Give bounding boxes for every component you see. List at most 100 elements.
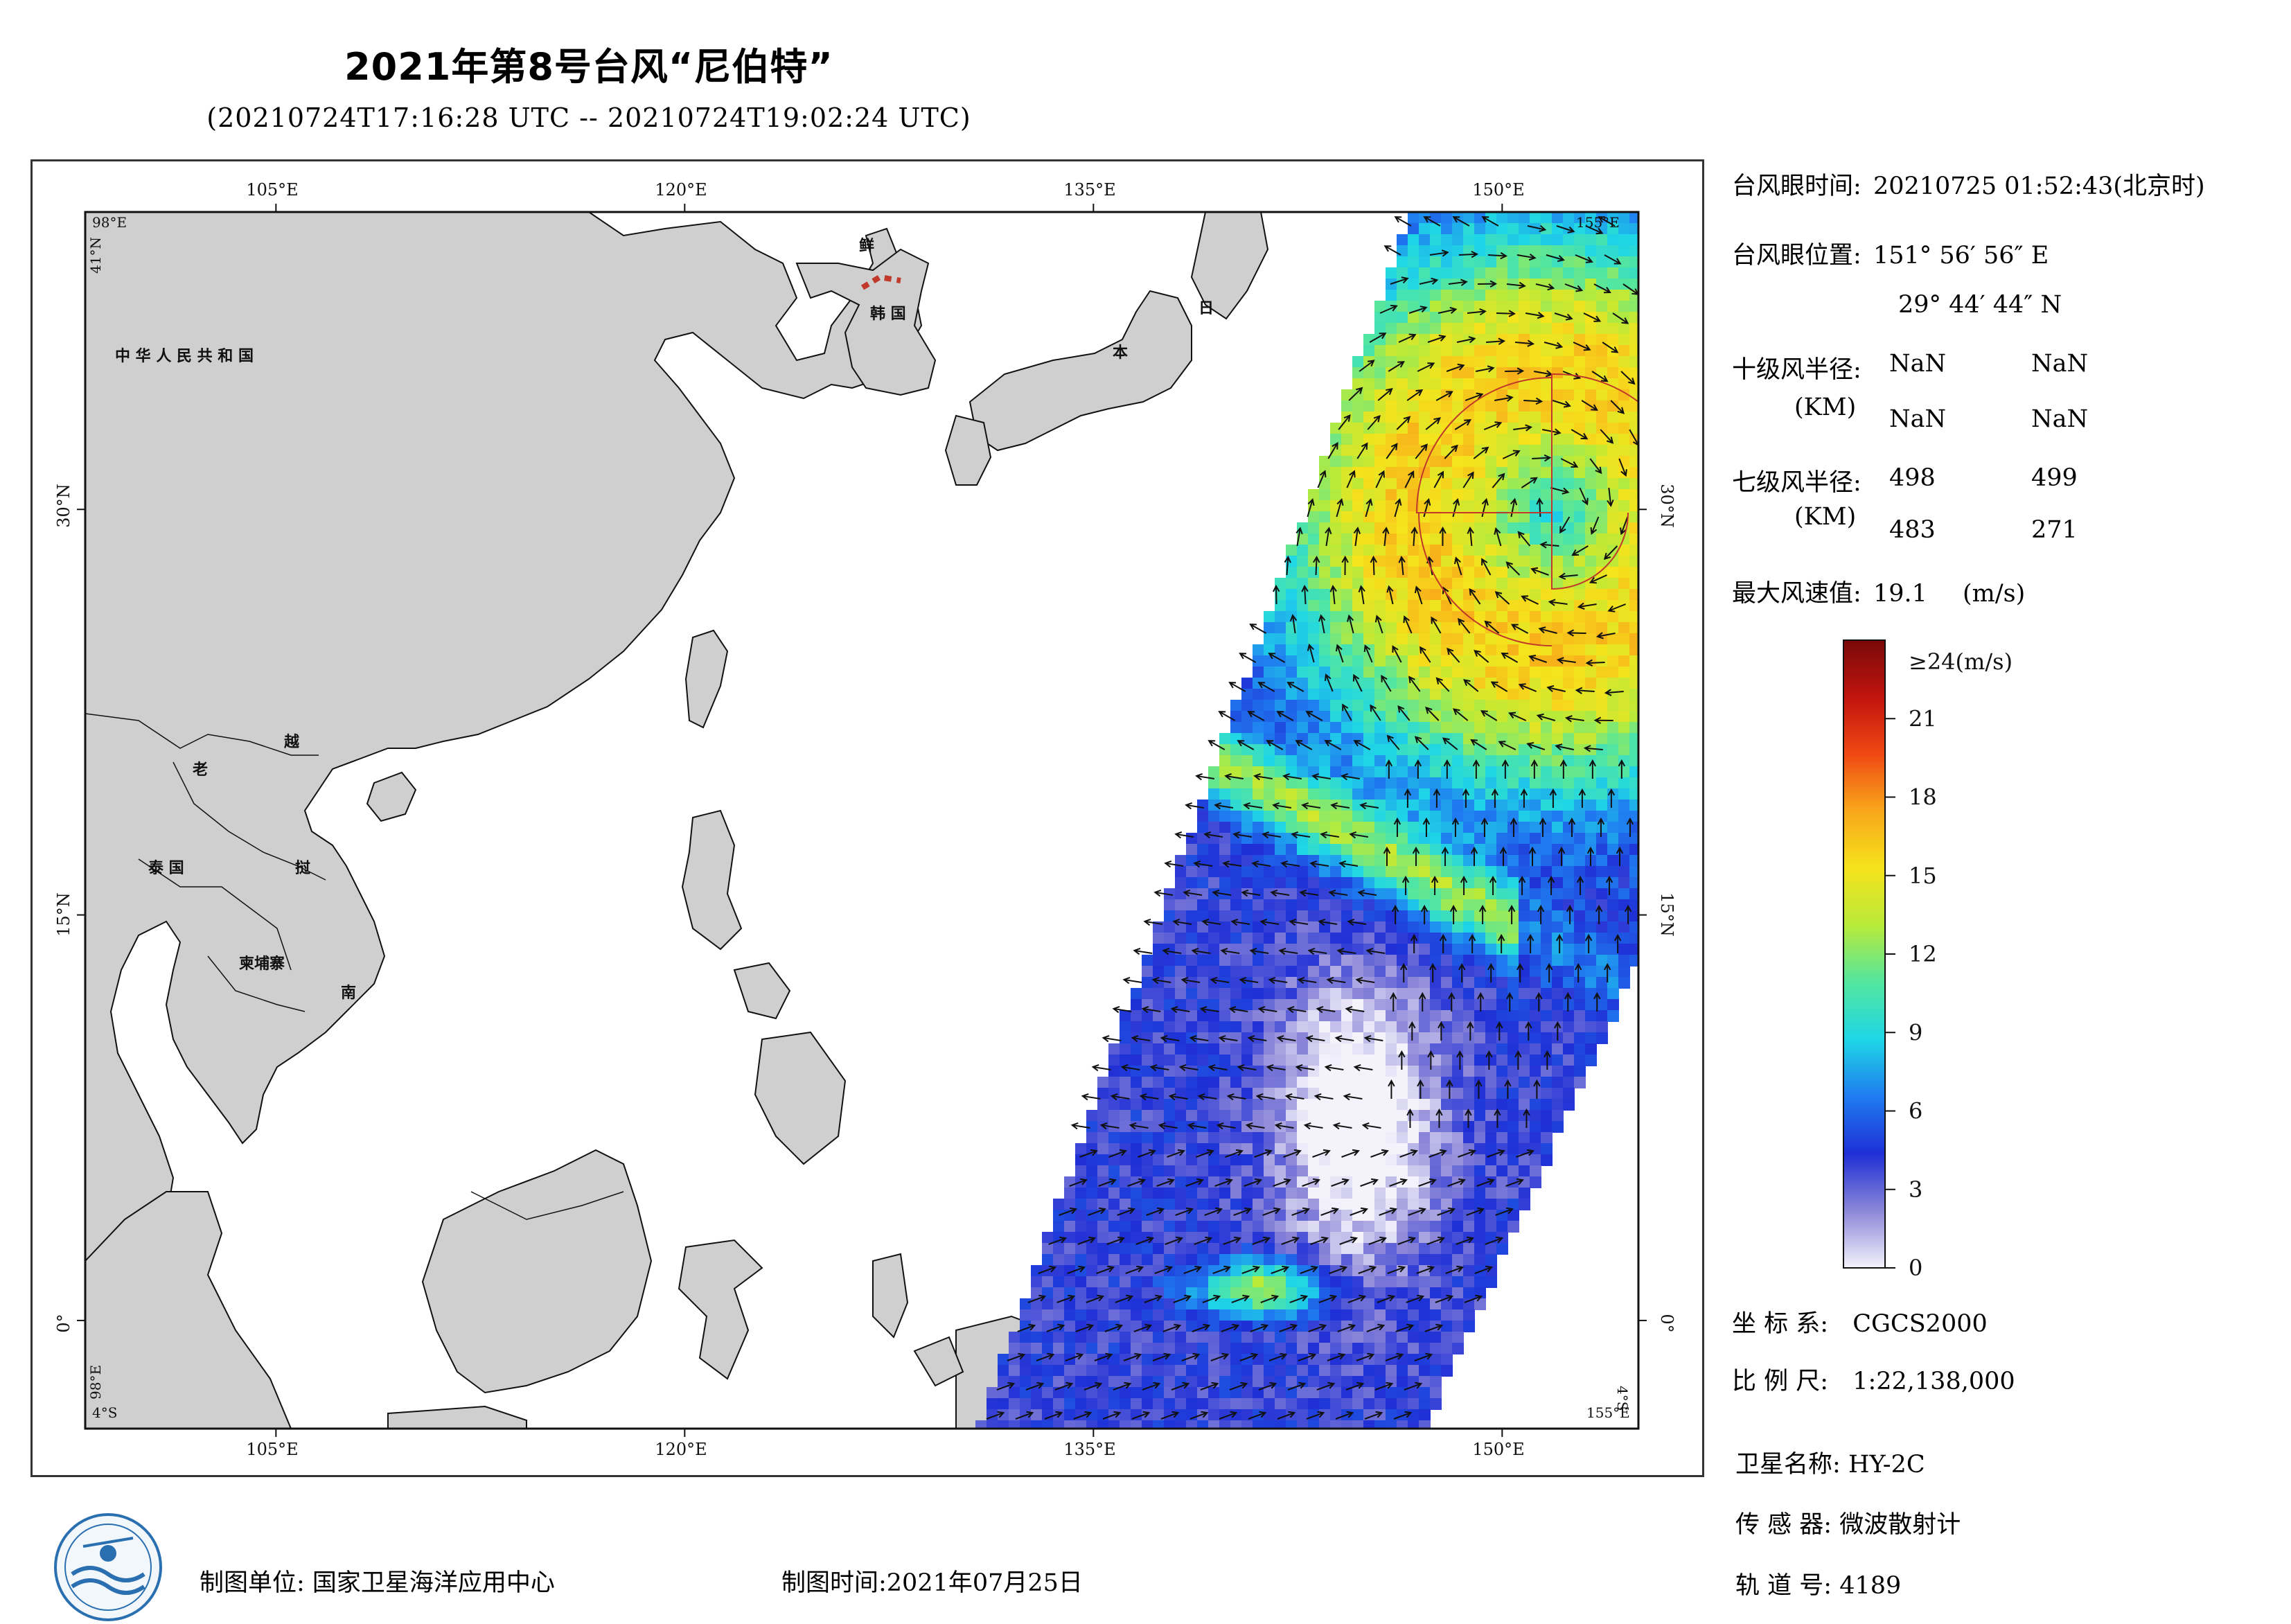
wind-cell xyxy=(1219,1387,1231,1399)
wind-cell xyxy=(1397,777,1408,789)
eye-pos-lat: 29° 44′ 44″ N xyxy=(1898,291,2062,319)
wind-cell xyxy=(1374,766,1386,778)
wind-arrow xyxy=(1194,1236,1213,1245)
wind-arrow xyxy=(1523,397,1543,405)
wind-cell xyxy=(1507,356,1519,368)
wind-cell xyxy=(1142,1188,1153,1199)
wind-cell xyxy=(1253,755,1264,767)
wind-arrow xyxy=(1458,618,1471,634)
wind-cell xyxy=(1374,301,1386,312)
wind-arrow xyxy=(1578,788,1586,808)
time-range-subtitle: (20210724T17:16:28 UTC -- 20210724T19:02… xyxy=(206,103,971,133)
wind-arrow xyxy=(1462,471,1474,488)
wind-cell xyxy=(1286,1043,1298,1055)
wind-cell xyxy=(1618,323,1630,335)
wind-cell xyxy=(1319,811,1331,822)
wind-cell xyxy=(1463,944,1475,955)
wind-cell xyxy=(1519,744,1530,756)
wind-cell xyxy=(1264,667,1275,678)
wind-arrow xyxy=(1495,1207,1514,1216)
wind-cell xyxy=(1197,1176,1209,1188)
wind-arrow xyxy=(1208,1063,1228,1072)
wind-cell xyxy=(1131,988,1142,1000)
wind-cell xyxy=(1496,689,1508,700)
wind-cell xyxy=(1441,1132,1453,1144)
wind-arrow xyxy=(1425,417,1441,430)
wind-cell xyxy=(1408,744,1419,756)
wind-cell xyxy=(1574,933,1586,944)
wind-cell xyxy=(1419,1343,1431,1354)
wind-cell xyxy=(1386,744,1397,756)
wind-cell xyxy=(1408,700,1419,712)
scale-row: 比 例 尺: 1:22,138,000 xyxy=(1732,1361,2015,1397)
wind-cell xyxy=(1563,744,1575,756)
wind-arrow xyxy=(1419,277,1439,285)
wind-cell xyxy=(1363,744,1375,756)
wind-cell xyxy=(1507,667,1519,678)
wind-cell xyxy=(1585,223,1597,235)
wind-cell xyxy=(1275,1321,1286,1332)
wind-cell xyxy=(1408,445,1419,457)
wind-cell xyxy=(1120,1387,1131,1399)
wind-cell xyxy=(1463,1088,1475,1100)
wind-cell xyxy=(1496,744,1508,756)
wind-cell xyxy=(1519,855,1530,867)
wind-arrow xyxy=(1237,1063,1257,1072)
lon-tick-top-105: 105°E xyxy=(246,180,298,200)
wind-cell xyxy=(1341,844,1353,856)
wind-cell xyxy=(1419,999,1431,1011)
wind-cell xyxy=(1552,545,1564,556)
wind-cell xyxy=(1463,822,1475,833)
wind-arrow xyxy=(1477,280,1498,288)
wind-cell xyxy=(1330,1309,1342,1321)
wind-cell xyxy=(1275,622,1286,634)
wind-cell xyxy=(1596,766,1608,778)
wind-cell xyxy=(1430,312,1442,324)
wind-cell xyxy=(1352,1254,1364,1266)
wind-cell xyxy=(1286,788,1298,800)
wind-cell xyxy=(1452,1298,1464,1310)
wind-cell xyxy=(1286,800,1298,811)
wind-cell xyxy=(1264,811,1275,822)
wind-cell xyxy=(1241,777,1253,789)
wind-cell xyxy=(1153,988,1165,1000)
wind-cell xyxy=(1197,1221,1209,1233)
wind-cell xyxy=(1197,899,1209,911)
wind-cell xyxy=(1397,1343,1408,1354)
wind-cell xyxy=(1131,1165,1142,1177)
wind-cell xyxy=(1474,345,1486,357)
wind-cell xyxy=(1086,1199,1098,1210)
wind-cell xyxy=(1496,1199,1508,1210)
wind-cell xyxy=(1330,1188,1342,1199)
wind-cell xyxy=(1230,944,1242,955)
wind-cell xyxy=(1219,899,1231,911)
wind-cell xyxy=(1541,256,1553,268)
wind-cell xyxy=(1452,1043,1464,1055)
wind-cell xyxy=(1563,245,1575,257)
wind-arrow xyxy=(1604,254,1622,265)
wind-arrow xyxy=(1316,1382,1336,1391)
wind-cell xyxy=(1386,1032,1397,1044)
wind-cell xyxy=(1507,301,1519,312)
wind-cell xyxy=(1374,1066,1386,1077)
wind-cell xyxy=(1097,1077,1109,1088)
wind-cell xyxy=(1275,933,1286,944)
wind-cell xyxy=(1430,689,1442,700)
graticule-ticks xyxy=(77,204,1647,1437)
wind-cell xyxy=(1607,999,1619,1011)
wind-cell xyxy=(1374,744,1386,756)
wind-cell xyxy=(1397,1365,1408,1377)
wind-cell xyxy=(1275,678,1286,689)
wind-cell xyxy=(1341,811,1353,822)
wind-cell xyxy=(1208,1188,1220,1199)
wind-cell xyxy=(1397,522,1408,534)
wind-cell xyxy=(1552,1077,1564,1088)
wind-cell xyxy=(1341,899,1353,911)
wind-cell xyxy=(1430,733,1442,745)
wind-cell xyxy=(1441,378,1453,390)
wind-arrow xyxy=(1287,1382,1307,1391)
wind-cell xyxy=(1219,1021,1231,1033)
wind-arrow xyxy=(1374,615,1383,634)
wind-cell xyxy=(1175,1021,1187,1033)
wind-cell xyxy=(1275,611,1286,623)
